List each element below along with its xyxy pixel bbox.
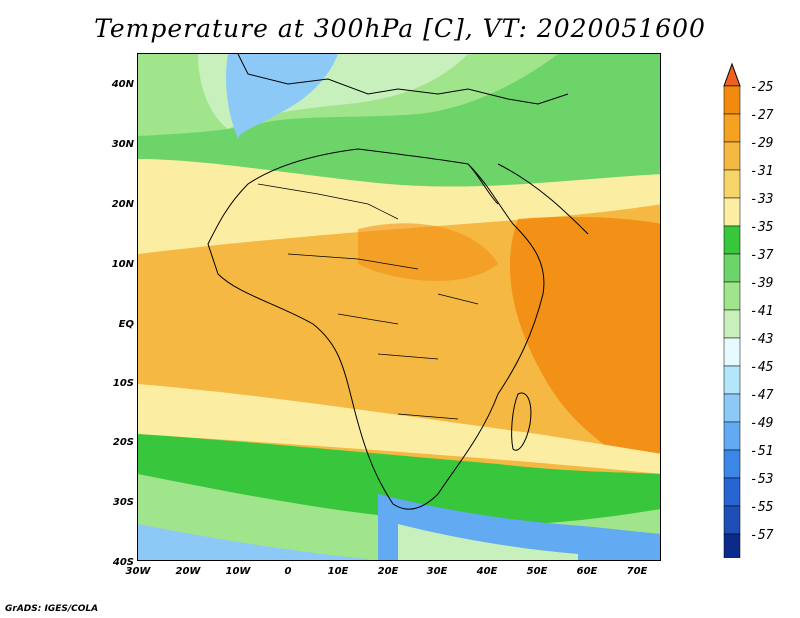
lon-label-0: 0	[284, 566, 292, 577]
south-subtropical-band	[138, 384, 660, 474]
colorbar-level-label: -57	[750, 528, 774, 543]
colorbar-level-label: -43	[750, 332, 774, 347]
lat-label-30s: 30S	[112, 497, 134, 508]
country-borders	[257, 183, 479, 420]
colorbar-segment	[723, 85, 741, 115]
colorbar-segment	[723, 197, 741, 227]
colorbar-segment	[723, 365, 741, 395]
lon-label-10w: 10W	[225, 566, 251, 577]
colorbar-segment	[723, 225, 741, 255]
colorbar	[723, 62, 741, 558]
colorbar-segment	[723, 309, 741, 339]
southwest-cold-patch	[138, 524, 368, 560]
lat-label-40n: 40N	[111, 79, 134, 90]
arabia-coastline	[497, 163, 589, 235]
lon-label-10e: 10E	[327, 566, 349, 577]
map-plot-area	[137, 53, 661, 561]
temperature-field-svg	[138, 54, 660, 560]
colorbar-level-label: -55	[750, 500, 774, 515]
lat-label-eq: EQ	[118, 319, 134, 330]
map-title: Temperature at 300hPa [C], VT: 202005160…	[94, 14, 706, 43]
madagascar-coastline	[511, 392, 532, 451]
footer-credit: GrADS: IGES/COLA	[5, 604, 99, 614]
colorbar-segment	[723, 449, 741, 479]
lon-label-50e: 50E	[526, 566, 548, 577]
colorbar-max-arrow	[723, 62, 741, 87]
lon-label-20e: 20E	[377, 566, 399, 577]
lat-label-20n: 20N	[111, 199, 134, 210]
colorbar-level-label: -25	[750, 80, 774, 95]
colorbar-segment	[723, 533, 741, 558]
colorbar-segment	[723, 281, 741, 311]
colorbar-level-label: -33	[750, 192, 774, 207]
lat-label-10s: 10S	[112, 378, 134, 389]
colorbar-segment	[723, 337, 741, 367]
colorbar-level-label: -35	[750, 220, 774, 235]
colorbar-segment	[723, 477, 741, 507]
lat-label-10n: 10N	[111, 259, 134, 270]
africa-coastline	[207, 148, 545, 510]
colorbar-level-label: -27	[750, 108, 774, 123]
colorbar-level-label: -51	[750, 444, 774, 459]
indian-ocean-warm-patch	[509, 216, 660, 474]
colorbar-level-label: -41	[750, 304, 774, 319]
lon-label-60e: 60E	[576, 566, 598, 577]
central-africa-warm-patch	[358, 223, 498, 281]
colorbar-segment	[723, 141, 741, 171]
south-pale-patch	[398, 524, 578, 560]
colorbar-level-label: -45	[750, 360, 774, 375]
lon-label-70e: 70E	[626, 566, 648, 577]
colorbar-level-label: -37	[750, 248, 774, 263]
lat-label-20s: 20S	[112, 437, 134, 448]
colorbar-level-label: -53	[750, 472, 774, 487]
colorbar-segment	[723, 421, 741, 451]
colorbar-level-label: -47	[750, 388, 774, 403]
lon-label-20w: 20W	[175, 566, 201, 577]
colorbar-level-label: -49	[750, 416, 774, 431]
colorbar-level-label: -29	[750, 136, 774, 151]
colorbar-segment	[723, 505, 741, 535]
lon-label-40e: 40E	[476, 566, 498, 577]
lat-label-40s: 40S	[112, 557, 134, 568]
colorbar-segment	[723, 169, 741, 199]
colorbar-segment	[723, 393, 741, 423]
colorbar-segment	[723, 253, 741, 283]
colorbar-level-label: -31	[750, 164, 774, 179]
lon-label-30w: 30W	[125, 566, 151, 577]
europe-coastline	[237, 54, 569, 105]
red-sea-coast	[467, 163, 499, 205]
lon-label-30e: 30E	[426, 566, 448, 577]
colorbar-segment	[723, 113, 741, 143]
colorbar-level-label: -39	[750, 276, 774, 291]
lat-label-30n: 30N	[111, 139, 134, 150]
